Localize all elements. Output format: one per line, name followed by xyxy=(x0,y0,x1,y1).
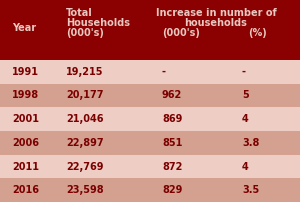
Text: 21,046: 21,046 xyxy=(66,114,104,124)
Text: 19,215: 19,215 xyxy=(66,67,104,77)
Text: Total: Total xyxy=(66,8,93,18)
Text: 3.5: 3.5 xyxy=(242,185,259,195)
Bar xyxy=(0,60,300,84)
Text: 851: 851 xyxy=(162,138,182,148)
Text: Year: Year xyxy=(12,23,36,33)
Text: Households: Households xyxy=(66,18,130,28)
Text: -: - xyxy=(242,67,246,77)
Text: 4: 4 xyxy=(242,114,249,124)
Bar xyxy=(0,107,300,131)
Text: 2006: 2006 xyxy=(12,138,39,148)
Text: 962: 962 xyxy=(162,90,182,101)
Bar xyxy=(0,131,300,155)
Text: 22,769: 22,769 xyxy=(66,162,104,171)
Text: 3.8: 3.8 xyxy=(242,138,260,148)
Text: 829: 829 xyxy=(162,185,182,195)
Text: 2001: 2001 xyxy=(12,114,39,124)
Text: 2011: 2011 xyxy=(12,162,39,171)
Text: 4: 4 xyxy=(242,162,249,171)
Text: 2016: 2016 xyxy=(12,185,39,195)
Text: 23,598: 23,598 xyxy=(66,185,104,195)
Text: 20,177: 20,177 xyxy=(66,90,104,101)
Text: 1991: 1991 xyxy=(12,67,39,77)
Text: 869: 869 xyxy=(162,114,182,124)
Text: 872: 872 xyxy=(162,162,182,171)
Text: (%): (%) xyxy=(248,28,267,38)
Text: 22,897: 22,897 xyxy=(66,138,104,148)
Bar xyxy=(0,178,300,202)
Text: (000's): (000's) xyxy=(162,28,200,38)
Bar xyxy=(0,84,300,107)
Text: 1998: 1998 xyxy=(12,90,39,101)
Text: (000's): (000's) xyxy=(66,28,104,38)
Text: Increase in number of: Increase in number of xyxy=(156,8,276,18)
Text: 5: 5 xyxy=(242,90,249,101)
Text: -: - xyxy=(162,67,166,77)
Bar xyxy=(0,155,300,178)
Text: households: households xyxy=(184,18,248,28)
